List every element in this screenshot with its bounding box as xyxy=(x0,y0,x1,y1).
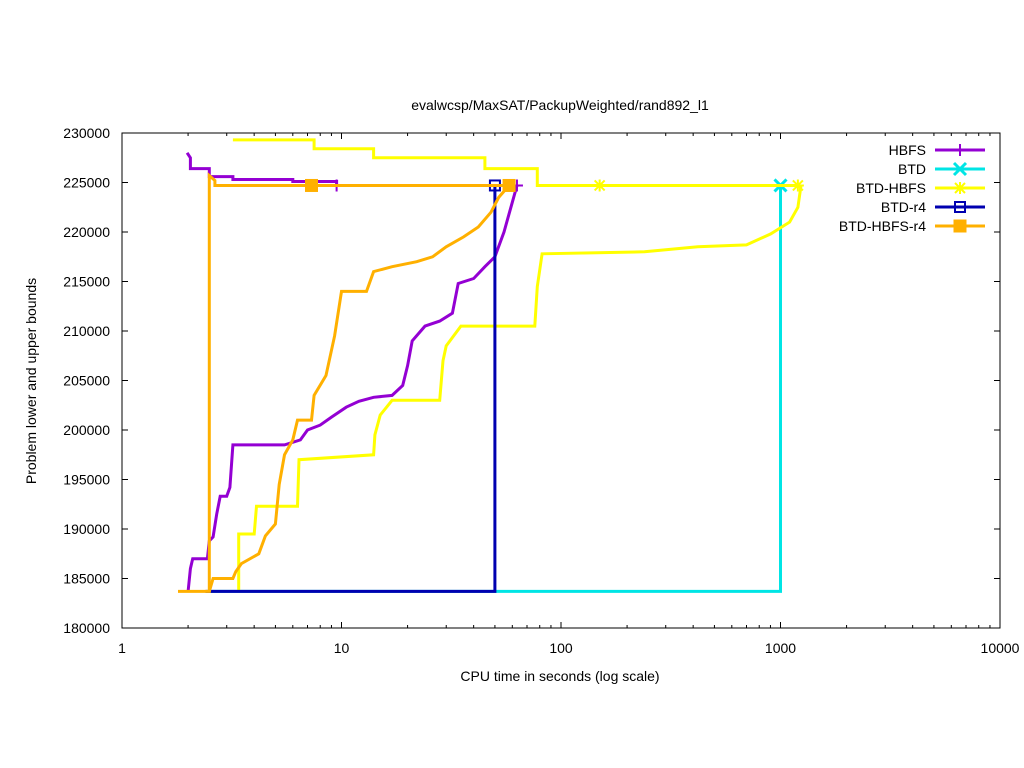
y-tick-label: 220000 xyxy=(63,224,110,240)
legend-label-btd: BTD xyxy=(898,161,926,177)
y-tick-label: 210000 xyxy=(63,323,110,339)
plot-series xyxy=(178,138,804,593)
y-tick-label: 190000 xyxy=(63,521,110,537)
series-hbfs-lower-bound-line xyxy=(186,185,519,592)
y-axis-label: Problem lower and upper bounds xyxy=(23,278,39,484)
y-tick-label: 205000 xyxy=(63,373,110,389)
series-btd-hbfs-marker xyxy=(791,179,804,192)
series-btd-r4-upper-bound-line xyxy=(205,185,497,593)
series-btd-hbfs-r4-upper-bound-line xyxy=(178,172,510,593)
series-btd-hbfs-r4-marker xyxy=(502,178,516,192)
x-axis-label: CPU time in seconds (log scale) xyxy=(460,668,659,684)
series-btd-hbfs xyxy=(232,138,804,592)
y-tick-label: 215000 xyxy=(63,274,110,290)
legend-marker-hbfs xyxy=(954,144,966,156)
legend-marker-btd-hbfs-r4 xyxy=(953,219,967,233)
y-tick-label: 195000 xyxy=(63,472,110,488)
x-tick-label: 10 xyxy=(334,640,350,656)
series-btd-hbfs-marker xyxy=(593,179,606,192)
y-tick-label: 180000 xyxy=(63,620,110,636)
y-tick-label: 230000 xyxy=(63,125,110,141)
y-tick-label: 185000 xyxy=(63,571,110,587)
series-btd-hbfs-r4 xyxy=(178,172,516,593)
legend: HBFS BTD BTD-HBFS BTD-r4 BTD-HBFS-r4 xyxy=(839,142,985,234)
y-tick-label: 200000 xyxy=(63,422,110,438)
x-tick-label: 1000 xyxy=(765,640,796,656)
legend-label-btd-r4: BTD-r4 xyxy=(881,199,926,215)
y-tick-label: 225000 xyxy=(63,175,110,191)
x-tick-label: 1 xyxy=(118,640,126,656)
series-btd xyxy=(209,178,788,593)
series-btd-hbfs-upper-bound-line xyxy=(232,138,798,187)
legend-label-btd-hbfs: BTD-HBFS xyxy=(856,180,926,196)
legend-label-hbfs: HBFS xyxy=(889,142,926,158)
grid-and-ticks: 180000 185000 190000 195000 200000 205000 2100… xyxy=(63,125,1019,656)
legend-marker-btd-r4 xyxy=(954,201,966,213)
series-btd-hbfs-r4-marker xyxy=(304,178,318,192)
chart-title: evalwcsp/MaxSAT/PackupWeighted/rand892_l… xyxy=(411,97,709,113)
series-btd-hbfs-r4-lower-bound-line xyxy=(207,184,511,592)
plot-frame xyxy=(121,132,1001,629)
legend-label-btd-hbfs-r4: BTD-HBFS-r4 xyxy=(839,218,926,234)
x-tick-label: 100 xyxy=(549,640,573,656)
series-btd-hbfs-lower-bound-line xyxy=(237,185,803,592)
x-tick-label: 10000 xyxy=(981,640,1020,656)
legend-marker-btd-hbfs xyxy=(954,182,966,194)
legend-marker-btd xyxy=(952,161,968,177)
series-hbfs xyxy=(185,151,523,592)
